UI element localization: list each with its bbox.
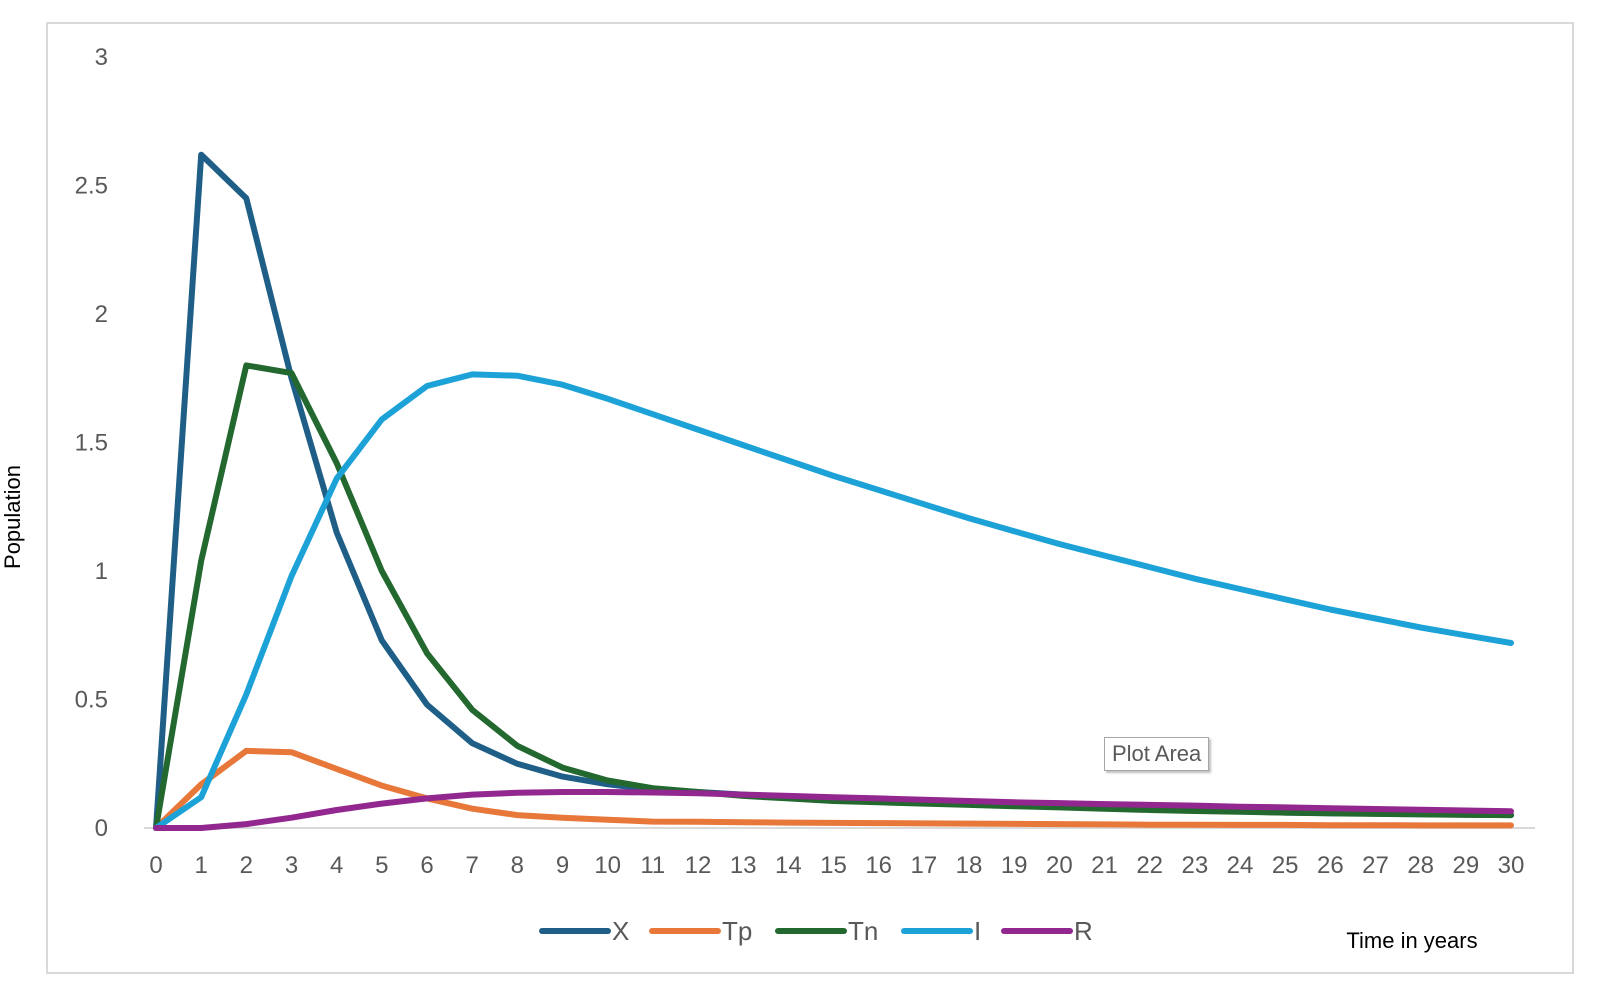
- y-tick-label: 3: [95, 44, 108, 71]
- series-line-x: [153, 151, 1514, 831]
- x-tick-label: 19: [1001, 852, 1028, 879]
- series-line-tn: [153, 362, 1514, 831]
- series-line-i: [153, 371, 1514, 831]
- y-tick-label: 1: [95, 558, 108, 585]
- plot-area-tooltip: Plot Area: [1104, 737, 1210, 771]
- x-tick-label: 2: [240, 852, 253, 879]
- x-tick-label: 11: [640, 852, 665, 879]
- legend-item-r: R: [1001, 916, 1093, 946]
- y-tick-label: 0: [95, 815, 108, 842]
- x-axis-title: Time in years: [1346, 928, 1477, 953]
- y-tick-label: 1.5: [75, 430, 108, 457]
- legend: X Tp Tn I R: [539, 916, 1093, 946]
- legend-label: Tp: [722, 916, 752, 946]
- series-lines: [153, 151, 1514, 831]
- x-tick-label: 29: [1452, 852, 1479, 879]
- x-tick-label: 21: [1091, 852, 1118, 879]
- x-tick-label: 10: [594, 852, 621, 879]
- x-tick-label: 13: [730, 852, 757, 879]
- x-tick-label: 3: [285, 852, 298, 879]
- x-tick-label: 24: [1227, 852, 1254, 879]
- x-tick-label: 0: [149, 852, 162, 879]
- legend-label: R: [1074, 916, 1093, 946]
- x-tick-label: 22: [1136, 852, 1163, 879]
- legend-label: I: [974, 916, 981, 946]
- x-tick-label: 28: [1407, 852, 1434, 879]
- x-tick-label: 12: [685, 852, 712, 879]
- series-line-r: [153, 789, 1514, 831]
- legend-item-tn: Tn: [775, 916, 878, 946]
- x-tick-label: 25: [1272, 852, 1299, 879]
- x-tick-label: 15: [820, 852, 847, 879]
- x-tick-label: 27: [1362, 852, 1389, 879]
- y-tick-label: 2: [95, 301, 108, 328]
- x-tick-label: 20: [1046, 852, 1073, 879]
- x-tick-label: 1: [194, 852, 207, 879]
- x-tick-label: 7: [465, 852, 478, 879]
- y-tick-label: 2.5: [75, 173, 108, 200]
- x-tick-label: 30: [1498, 852, 1525, 879]
- x-tick-label: 18: [956, 852, 983, 879]
- legend-item-i: I: [901, 916, 981, 946]
- y-tick-label: 0.5: [75, 687, 108, 714]
- legend-item-tp: Tp: [649, 916, 752, 946]
- legend-item-x: X: [539, 916, 629, 946]
- legend-label: Tn: [848, 916, 878, 946]
- x-tick-label: 23: [1181, 852, 1208, 879]
- series-line-tp: [153, 747, 1514, 831]
- x-tick-label: 8: [511, 852, 524, 879]
- x-axis-tick-labels: 0 1 2 3 4 5 6 7 8 9 10 11 12 13 14 15 16 17 18 19 20 21 22 23 24…: [149, 852, 1524, 879]
- x-tick-label: 9: [556, 852, 569, 879]
- y-axis-tick-labels: 0 0.5 1 1.5 2 2.5 3: [75, 44, 108, 842]
- x-tick-label: 5: [375, 852, 388, 879]
- legend-label: X: [612, 916, 629, 946]
- y-axis-title: Population: [0, 465, 25, 569]
- x-tick-label: 14: [775, 852, 802, 879]
- x-tick-label: 6: [420, 852, 433, 879]
- x-tick-label: 16: [865, 852, 892, 879]
- x-tick-label: 4: [330, 852, 343, 879]
- x-tick-label: 17: [910, 852, 937, 879]
- x-tick-label: 26: [1317, 852, 1344, 879]
